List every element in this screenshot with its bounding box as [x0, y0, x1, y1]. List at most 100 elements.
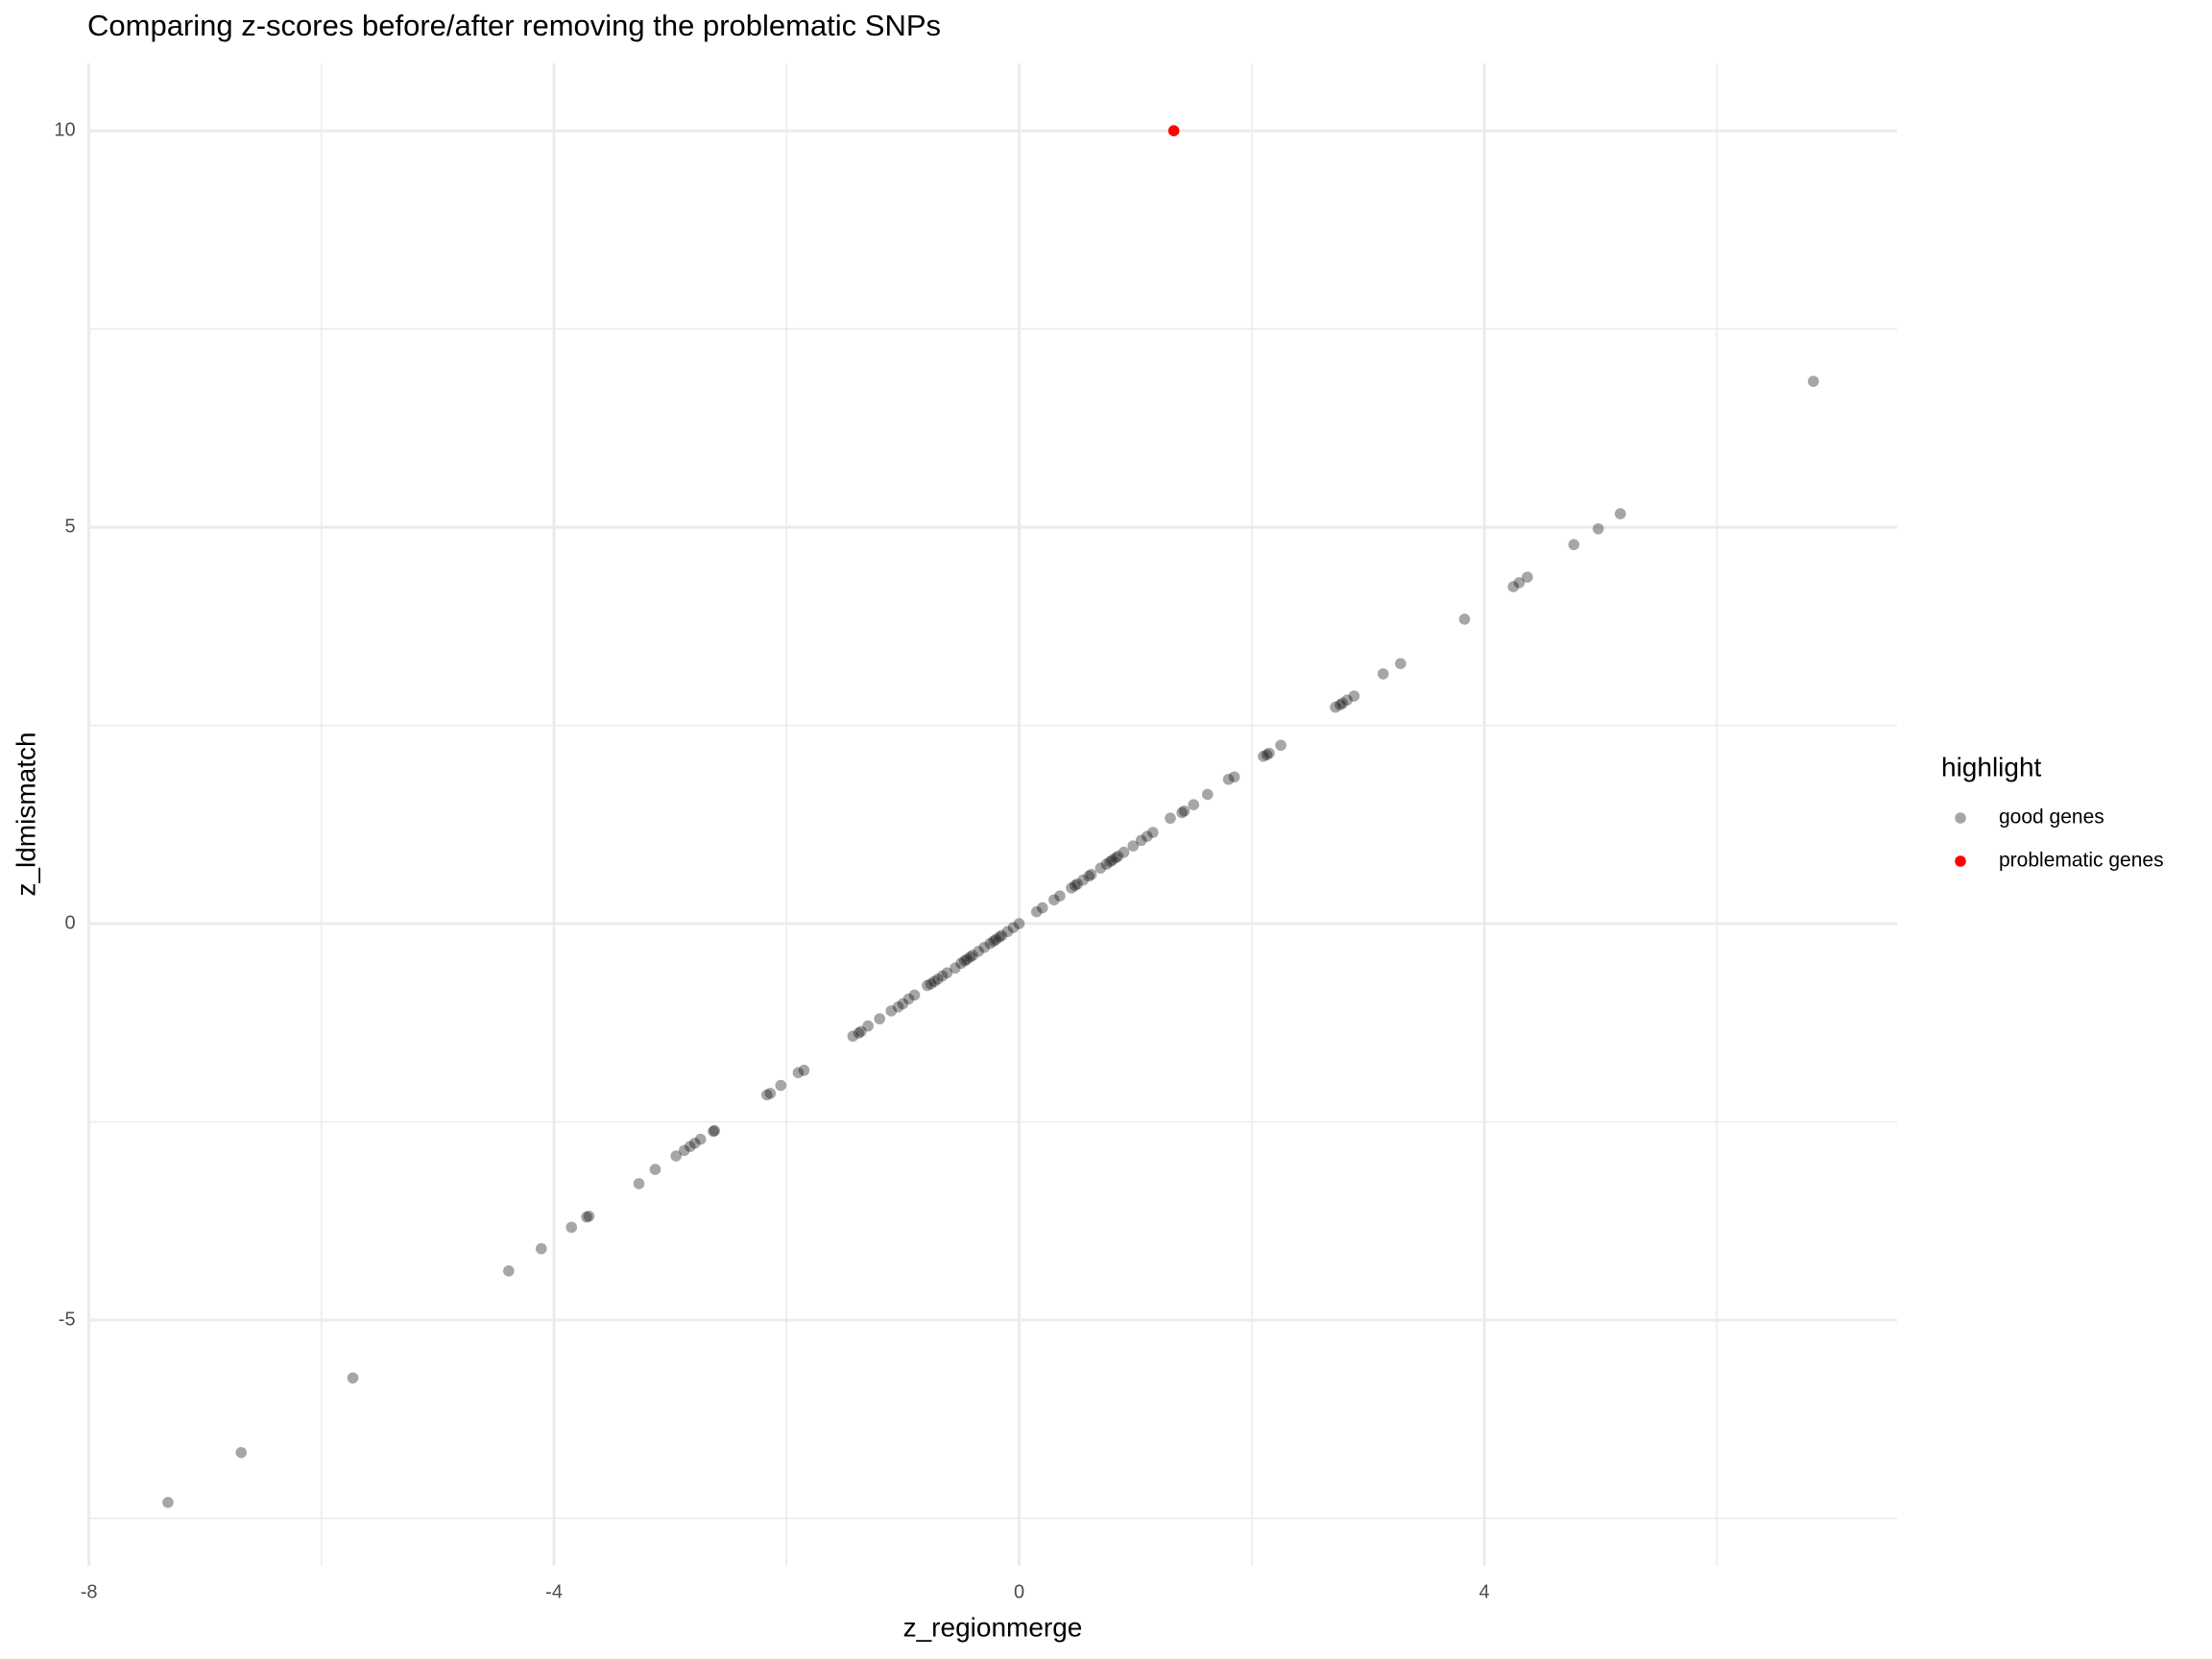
point: [1458, 613, 1471, 625]
point: [1341, 694, 1353, 706]
point: [1522, 571, 1533, 583]
point: [694, 1133, 707, 1145]
point: [347, 1372, 359, 1384]
point: [535, 1242, 547, 1255]
point: [235, 1447, 248, 1458]
point: [958, 955, 971, 967]
point: [936, 970, 949, 982]
point: [1141, 830, 1153, 843]
point: [1261, 749, 1273, 760]
point: [885, 1005, 898, 1017]
point: [1334, 699, 1346, 710]
legend-label: good genes: [1999, 806, 2104, 829]
point: [964, 950, 976, 963]
point: [633, 1178, 645, 1190]
point: [1083, 870, 1095, 882]
point: [1030, 905, 1043, 918]
legend-swatch: [1955, 855, 1966, 867]
point: [1106, 854, 1118, 866]
point: [1377, 668, 1389, 680]
point: [996, 929, 1008, 942]
point: [1112, 851, 1124, 862]
legend-label: problematic genes: [1999, 850, 2164, 872]
point: [855, 1025, 867, 1038]
point: [1167, 125, 1180, 136]
point: [994, 931, 1005, 943]
point: [1048, 894, 1060, 906]
point: [1263, 747, 1275, 759]
x-tick-label: -8: [81, 1581, 98, 1602]
point: [1275, 739, 1286, 752]
x-tick-label: 0: [1014, 1581, 1024, 1602]
point: [1001, 926, 1014, 938]
point: [941, 967, 953, 979]
point: [1188, 799, 1200, 810]
point: [1066, 882, 1077, 894]
chart-title: Comparing z-scores before/after removing…: [87, 9, 941, 42]
point: [892, 1000, 904, 1013]
point: [990, 933, 1002, 946]
point: [961, 953, 973, 966]
point: [973, 946, 984, 957]
y-tick-label: 5: [64, 516, 75, 537]
point: [902, 993, 915, 1005]
point: [798, 1065, 810, 1076]
point: [1336, 697, 1349, 709]
point: [897, 998, 909, 1010]
point: [1330, 701, 1341, 713]
point: [649, 1164, 661, 1175]
point: [1069, 879, 1081, 892]
point: [1614, 508, 1626, 519]
point: [1592, 522, 1604, 535]
point: [1178, 805, 1190, 817]
point: [1228, 771, 1240, 783]
point: [955, 957, 967, 970]
point: [1077, 874, 1089, 886]
point: [1110, 852, 1121, 864]
legend-title: highlight: [1941, 752, 2042, 781]
point: [1118, 846, 1130, 858]
point: [1094, 862, 1107, 875]
point: [1176, 806, 1188, 819]
point: [862, 1020, 874, 1032]
point: [1507, 581, 1520, 592]
point: [1013, 918, 1025, 929]
point: [565, 1221, 578, 1234]
point: [1348, 690, 1360, 702]
point: [908, 989, 921, 1001]
point: [764, 1087, 777, 1099]
point: [928, 975, 940, 988]
y-tick-label: 0: [64, 912, 75, 933]
point: [853, 1027, 865, 1039]
point: [688, 1138, 701, 1149]
point: [1054, 890, 1066, 902]
point: [1513, 577, 1526, 589]
point: [847, 1030, 859, 1043]
point: [988, 935, 999, 948]
point: [1147, 827, 1159, 838]
x-tick-label: -4: [545, 1581, 563, 1602]
point: [1165, 812, 1176, 825]
point: [162, 1497, 174, 1508]
point: [922, 979, 933, 992]
point: [1807, 375, 1819, 387]
y-tick-label: -5: [59, 1309, 76, 1330]
point: [1568, 539, 1580, 551]
point: [670, 1150, 683, 1162]
point: [678, 1144, 690, 1157]
point: [1104, 855, 1116, 868]
x-tick-label: 4: [1479, 1581, 1489, 1602]
point: [1395, 658, 1407, 669]
point: [1036, 902, 1048, 914]
point: [1135, 834, 1147, 847]
y-tick-label: 10: [54, 119, 75, 140]
point: [583, 1210, 595, 1222]
point: [792, 1067, 805, 1079]
point: [1071, 878, 1083, 890]
point: [931, 974, 944, 985]
point: [1258, 750, 1269, 762]
point: [581, 1211, 592, 1223]
point: [967, 950, 978, 961]
point: [978, 942, 991, 953]
